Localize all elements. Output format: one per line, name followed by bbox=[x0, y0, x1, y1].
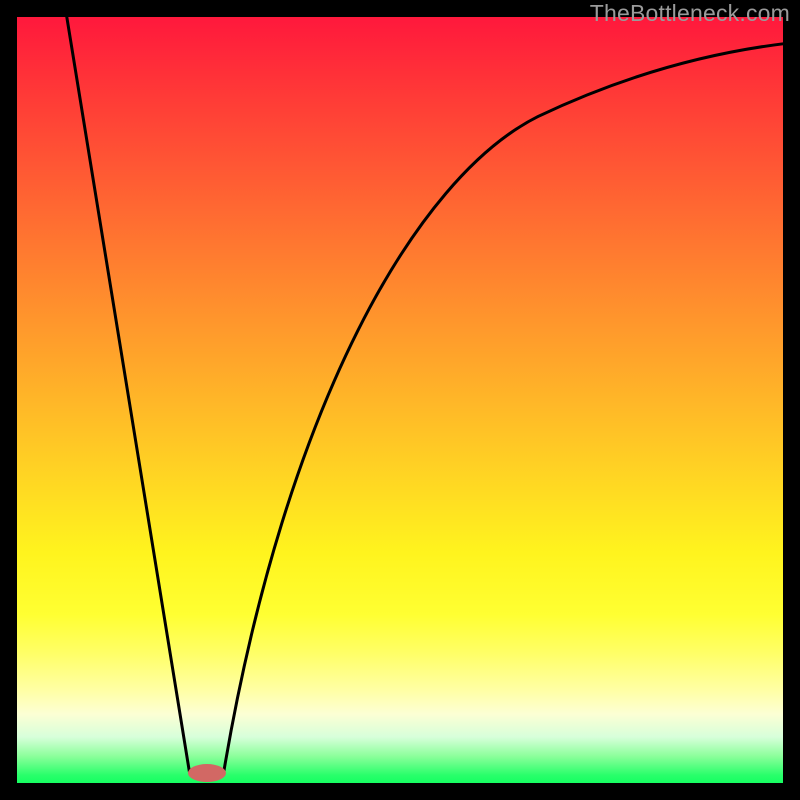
plot-background bbox=[17, 17, 783, 783]
bottleneck-chart bbox=[0, 0, 800, 800]
watermark-text: TheBottleneck.com bbox=[590, 0, 790, 27]
bottleneck-marker bbox=[188, 764, 226, 782]
